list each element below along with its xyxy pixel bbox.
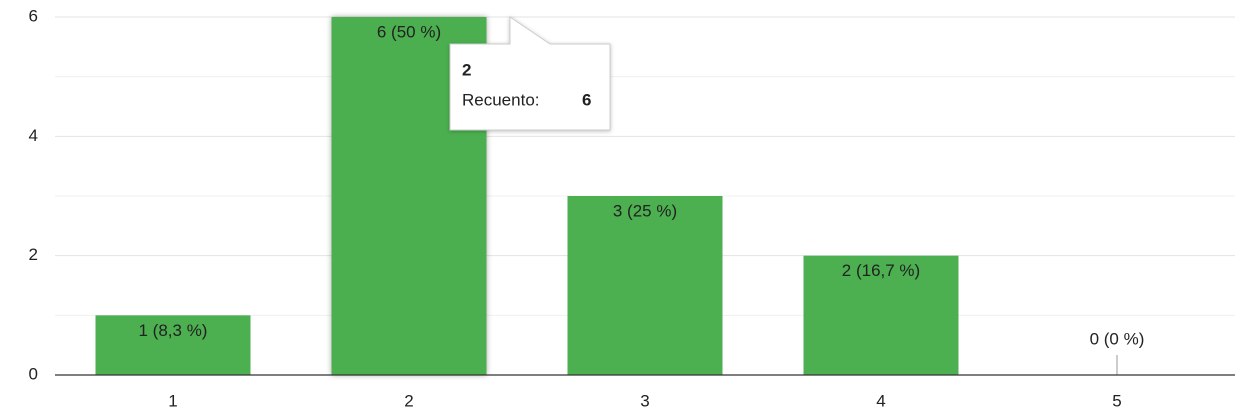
x-tick-label: 2 — [404, 391, 413, 410]
tooltip-value: 6 — [582, 90, 591, 109]
tooltip-label: Recuento: — [462, 90, 540, 109]
y-tick-label: 2 — [29, 245, 38, 264]
x-tick-label: 4 — [876, 391, 885, 410]
data-label: 6 (50 %) — [377, 22, 441, 41]
data-label: 2 (16,7 %) — [842, 261, 920, 280]
tooltip-box — [449, 16, 611, 131]
x-tick-label: 5 — [1112, 391, 1121, 410]
grid — [55, 16, 1235, 316]
data-label: 3 (25 %) — [613, 201, 677, 220]
bar — [567, 196, 723, 375]
y-tick-label: 6 — [29, 6, 38, 25]
bar — [95, 315, 251, 375]
y-tick-label: 4 — [29, 126, 38, 145]
data-label: 0 (0 %) — [1090, 329, 1145, 348]
x-tick-label: 3 — [640, 391, 649, 410]
labels: 1 (8,3 %) 6 (50 %) 3 (25 %) 2 (16,7 %) 0 (0 … — [139, 22, 1145, 375]
y-tick-label: 0 — [29, 364, 38, 383]
tooltip-category: 2 — [462, 60, 471, 79]
x-tick-label: 1 — [168, 391, 177, 410]
tooltip — [449, 16, 611, 131]
data-label: 1 (8,3 %) — [139, 321, 208, 340]
bar — [803, 255, 959, 375]
